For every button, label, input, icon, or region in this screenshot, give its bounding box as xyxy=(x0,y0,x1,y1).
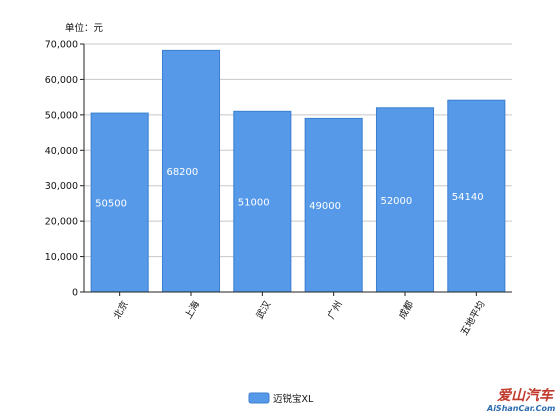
legend-swatch xyxy=(248,392,270,404)
y-tick-label: 10,000 xyxy=(45,252,78,263)
x-tick-label: 成都 xyxy=(396,298,416,321)
unit-label: 单位：元 xyxy=(65,22,104,34)
bar-2 xyxy=(233,110,292,293)
bar-0 xyxy=(90,112,149,293)
data-label-1: 68200 xyxy=(166,167,198,178)
y-tick-label: 0 xyxy=(72,288,78,299)
y-tick-label: 70,000 xyxy=(45,40,78,51)
data-labels: 50500 68200 51000 49000 52000 54140 xyxy=(95,167,483,212)
bar-5 xyxy=(447,99,506,293)
y-tick-label: 20,000 xyxy=(45,217,78,228)
bar-3 xyxy=(304,117,363,293)
x-tick-label: 广州 xyxy=(325,299,345,321)
y-tick-label: 40,000 xyxy=(45,146,78,157)
y-tick-label: 50,000 xyxy=(45,110,78,121)
y-tick-label: 60,000 xyxy=(45,75,78,86)
data-label-2: 51000 xyxy=(238,198,270,209)
legend-label: 迈锐宝XL xyxy=(273,393,314,405)
y-tick-label: 30,000 xyxy=(45,181,78,192)
data-label-5: 54140 xyxy=(452,192,484,203)
bar-1 xyxy=(161,49,221,293)
grid-lines xyxy=(84,43,512,258)
bars xyxy=(90,49,506,293)
legend: 迈锐宝XL xyxy=(248,392,314,405)
x-tick-label: 上海 xyxy=(182,298,202,321)
y-axis-ticks: 0 10,000 20,000 30,000 40,000 50,000 60,000 70,… xyxy=(45,40,84,299)
data-label-0: 50500 xyxy=(95,199,127,210)
data-label-4: 52000 xyxy=(380,196,412,207)
watermark-text: 爱山汽车 xyxy=(497,387,555,404)
watermark-subtext: AiShanCar.Com xyxy=(486,404,555,413)
x-tick-label: 武汉 xyxy=(254,298,274,321)
x-axis-ticks: 北京 上海 武汉 广州 成都 五地平均 xyxy=(111,292,487,338)
x-tick-label: 五地平均 xyxy=(458,299,487,338)
watermark-logo: 爱山汽车 AiShanCar.Com xyxy=(486,387,555,413)
x-tick-label: 北京 xyxy=(111,299,131,321)
data-label-3: 49000 xyxy=(309,201,341,212)
